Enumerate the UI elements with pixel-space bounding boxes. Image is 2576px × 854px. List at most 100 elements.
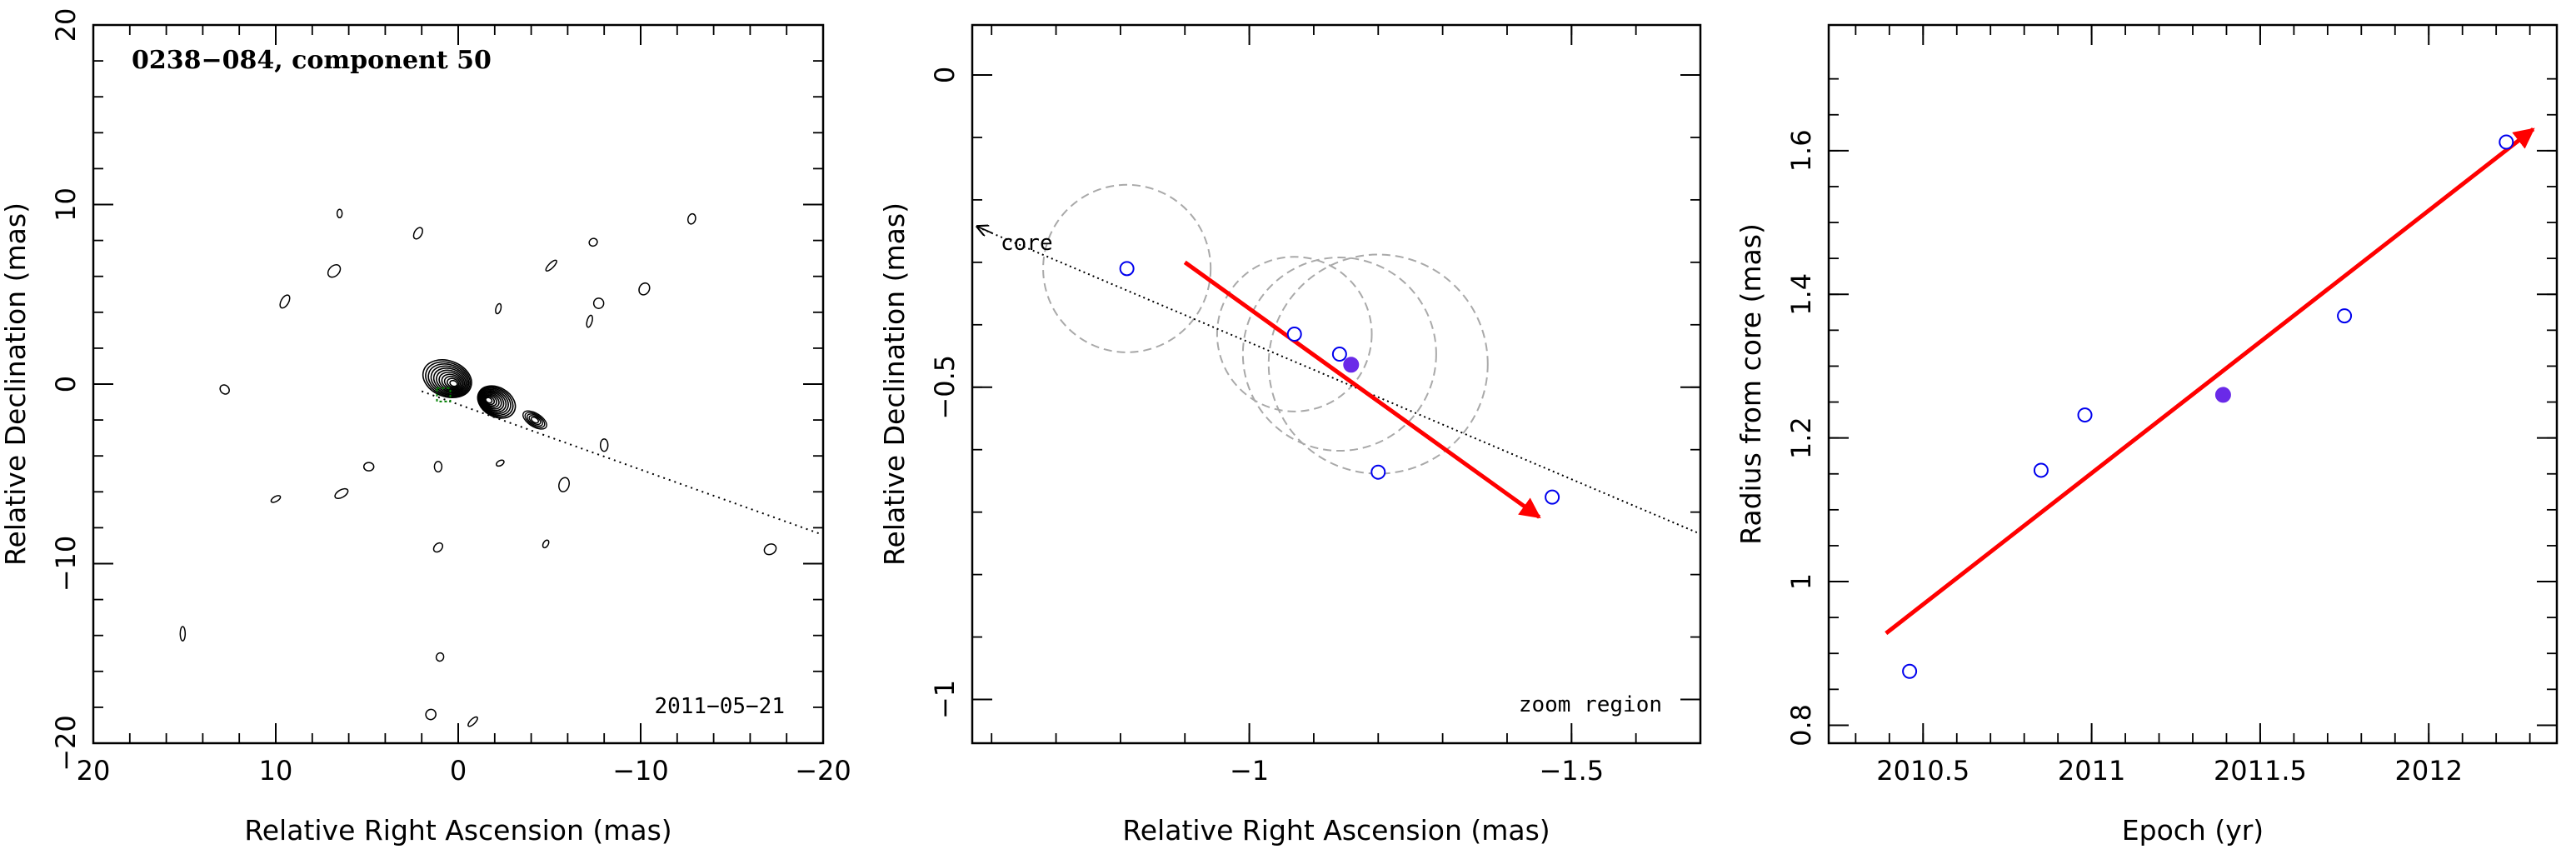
y-tick-label: 1 (1785, 573, 1817, 590)
noise-contour (638, 282, 651, 296)
y-axis-title: Relative Declination (mas) (878, 202, 911, 566)
noise-contour (467, 716, 478, 727)
noise-contour (219, 384, 230, 395)
x-tick-label: 2012 (2395, 755, 2463, 787)
noise-contour (763, 543, 777, 556)
contour-level (425, 361, 472, 397)
current-epoch-point (2214, 387, 2231, 403)
x-tick-label: 0 (450, 755, 467, 787)
contour-level (527, 413, 543, 427)
y-tick-label: −10 (50, 536, 82, 592)
y-tick-label: −20 (50, 715, 82, 772)
contour-level (478, 387, 512, 417)
y-axis-title: Radius from core (mas) (1735, 223, 1767, 545)
radius-point (2499, 134, 2514, 150)
position-point (1545, 489, 1560, 505)
contour-level (485, 397, 493, 404)
jet-direction-line (421, 390, 823, 536)
zoom-plot-area (977, 183, 1700, 535)
velocity-arrow (1183, 260, 1541, 519)
radius-point (1902, 663, 1918, 679)
panel-zoom-region: −1 −1.5 0 −0.5 −1 Relative Right Ascension (m… (878, 23, 1702, 847)
y-tick-label: 0 (50, 376, 82, 392)
position-point (1370, 464, 1386, 480)
noise-contour (327, 264, 342, 278)
contour-level (479, 388, 509, 415)
y-tick-label: 1.4 (1785, 273, 1817, 316)
noise-contour (425, 708, 437, 721)
epoch-date-label: 2011−05−21 (654, 694, 785, 719)
noise-contour (495, 302, 502, 315)
zoom-region-label: zoom region (1519, 692, 1662, 717)
contour-level (522, 410, 547, 430)
y-tick-label: 20 (50, 8, 82, 42)
x-tick-label: −20 (795, 755, 851, 787)
noise-contour (433, 461, 443, 473)
plot-frame (971, 23, 1702, 745)
contour-plot-area (179, 208, 823, 727)
noise-contour (412, 227, 423, 240)
radius-point (2337, 308, 2353, 324)
component-knot-marker (436, 387, 452, 402)
contour-level (477, 386, 514, 417)
y-tick-label: 10 (50, 187, 82, 222)
core-arrowhead (977, 227, 993, 233)
noise-contour (179, 626, 187, 642)
contour-level (443, 375, 462, 390)
contour-level (483, 394, 497, 407)
x-tick-label: 2011.5 (2214, 755, 2307, 787)
contour-level (524, 412, 546, 428)
contour-level (427, 363, 470, 397)
contour-level (422, 359, 472, 398)
contour-level (447, 377, 460, 388)
noise-contour (588, 237, 598, 247)
noise-contour (592, 297, 605, 309)
position-point (1331, 347, 1347, 362)
x-tick-label: −1.5 (1539, 755, 1604, 787)
x-tick-label: 2011 (2058, 755, 2125, 787)
panel-radius-vs-epoch: 2010.5 2011 2011.5 2012 0.8 1 1.2 1.4 1.6 Epoch (… (1735, 23, 2559, 847)
y-axis-title: Relative Declination (mas) (0, 202, 32, 566)
x-tick-label: −1 (1230, 755, 1269, 787)
noise-contour (279, 294, 291, 309)
noise-contour (435, 652, 445, 662)
contour-level (484, 395, 496, 406)
noise-contour (336, 208, 343, 219)
contour-level (436, 369, 466, 393)
radius-point (2033, 462, 2049, 478)
contour-level (481, 391, 505, 412)
noise-contour (362, 462, 375, 472)
x-tick-label: −10 (612, 755, 669, 787)
x-tick-label: 2010.5 (1876, 755, 1969, 787)
noise-contour (586, 314, 593, 328)
current-epoch-point (1343, 357, 1360, 373)
noise-contour (496, 459, 505, 467)
y-tick-label: 1.2 (1785, 417, 1817, 459)
plot-frame (1827, 23, 2559, 745)
contour-level (430, 365, 468, 395)
contour-level (480, 389, 507, 413)
epoch-plot-area (1885, 127, 2535, 679)
error-circle (1042, 183, 1212, 353)
contour-level (528, 415, 542, 426)
position-point (1286, 327, 1302, 342)
noise-contour (334, 487, 349, 500)
noise-contour (545, 259, 557, 272)
x-tick-label: 10 (259, 755, 293, 787)
y-tick-label: −1 (929, 680, 961, 719)
noise-contour (599, 438, 609, 452)
noise-contour (686, 212, 696, 225)
noise-contour (432, 542, 444, 553)
contour-level (530, 416, 540, 424)
noise-contour (270, 495, 282, 503)
x-axis-title: Relative Right Ascension (mas) (1122, 814, 1550, 847)
x-tick-label: 20 (77, 755, 111, 787)
error-circle (1216, 256, 1373, 412)
error-circle (1241, 257, 1437, 452)
contour-level (438, 371, 464, 392)
noise-contour (542, 539, 550, 549)
y-tick-label: 1.6 (1785, 129, 1817, 172)
contour-level (432, 367, 467, 394)
